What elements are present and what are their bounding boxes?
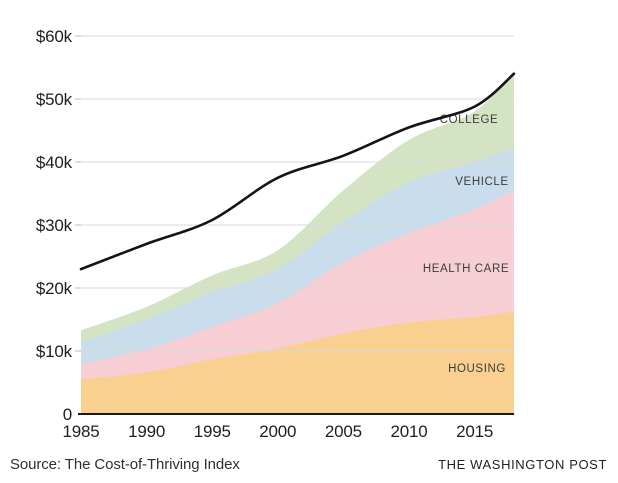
y-tick-label: 0 xyxy=(63,405,72,424)
x-tick-label: 1990 xyxy=(128,422,165,441)
x-tick-label: 2010 xyxy=(391,422,428,441)
y-tick-label: $20k xyxy=(36,279,73,298)
y-tick-label: $10k xyxy=(36,342,73,361)
y-tick-label: $60k xyxy=(36,27,73,46)
series-label: COLLEGE xyxy=(440,114,499,126)
x-tick-label: 2005 xyxy=(325,422,362,441)
x-tick-label: 2000 xyxy=(259,422,296,441)
series-label: HOUSING xyxy=(448,363,506,375)
x-tick-label: 1985 xyxy=(62,422,99,441)
stacked-area-chart: 0 $10k $20k $30k $40k $50k $60k 1985 1990 1995 200… xyxy=(36,27,516,441)
publisher-attribution: THE WASHINGTON POST xyxy=(438,457,607,472)
source-note: Source: The Cost-of-Thriving Index xyxy=(10,456,240,473)
y-tick-label: $50k xyxy=(36,90,73,109)
series-label: VEHICLE xyxy=(455,176,508,188)
area-housing xyxy=(81,311,514,414)
y-tick-label: $40k xyxy=(36,153,73,172)
y-tick-label: $30k xyxy=(36,216,73,235)
series-label: HEALTH CARE xyxy=(423,263,509,275)
x-tick-label: 2015 xyxy=(456,422,493,441)
chart-footer: Source: The Cost-of-Thriving Index THE W… xyxy=(10,456,607,473)
income-line xyxy=(79,72,516,271)
x-tick-label: 1995 xyxy=(194,422,231,441)
